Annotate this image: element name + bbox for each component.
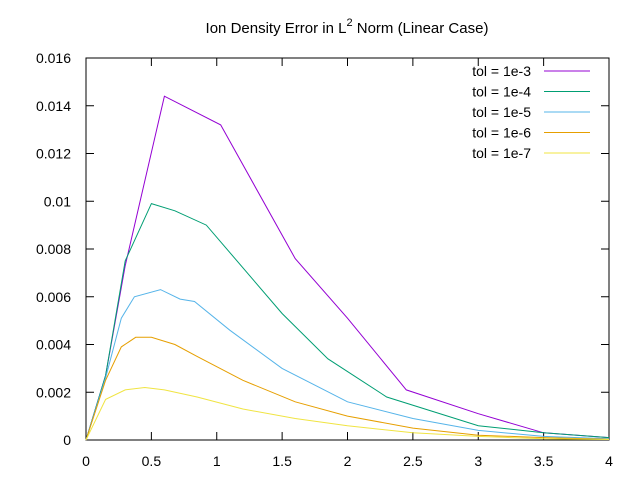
series-line-1 bbox=[85, 95, 610, 441]
y-tick-label: 0.016 bbox=[36, 50, 71, 66]
x-tick-label: 3.5 bbox=[534, 453, 554, 469]
series-line-3 bbox=[85, 289, 610, 441]
chart-title-superscript: 2 bbox=[346, 17, 352, 29]
y-tick-label: 0.006 bbox=[36, 289, 71, 305]
x-tick-label: 3 bbox=[474, 453, 482, 469]
y-tick-label: 0.012 bbox=[36, 146, 71, 162]
y-tick-label: 0.014 bbox=[36, 98, 71, 114]
series-line-2 bbox=[85, 202, 610, 441]
legend-label: tol = 1e-7 bbox=[472, 145, 531, 161]
x-tick-label: 4 bbox=[605, 453, 613, 469]
y-tick-label: 0.002 bbox=[36, 384, 71, 400]
legend-label: tol = 1e-6 bbox=[472, 125, 531, 141]
legend-label: tol = 1e-4 bbox=[472, 84, 531, 100]
legend-label: tol = 1e-3 bbox=[472, 63, 531, 79]
axes: 0 0.002 0.004 0.006 0.008 0.01 0.012 0.014 0.016… bbox=[36, 50, 613, 469]
series-line-4 bbox=[85, 336, 610, 441]
x-tick-label: 0 bbox=[82, 453, 90, 469]
x-tick-label: 0.5 bbox=[142, 453, 162, 469]
y-tick-label: 0.004 bbox=[36, 337, 71, 353]
legend-label: tol = 1e-5 bbox=[472, 104, 531, 120]
y-tick-label: 0.01 bbox=[44, 193, 71, 209]
chart-title: Ion Density Error in L2 Norm (Linear Cas… bbox=[206, 17, 489, 37]
y-tick-label: 0 bbox=[63, 432, 71, 448]
x-tick-label: 1 bbox=[213, 453, 221, 469]
x-tick-label: 2.5 bbox=[403, 453, 423, 469]
plot-area bbox=[85, 95, 610, 441]
x-tick-label: 2 bbox=[344, 453, 352, 469]
series-line-5 bbox=[85, 386, 610, 441]
y-tick-label: 0.008 bbox=[36, 241, 71, 257]
x-tick-label: 1.5 bbox=[272, 453, 292, 469]
legend: tol = 1e-3 tol = 1e-4 tol = 1e-5 tol = 1e-6… bbox=[472, 63, 590, 161]
